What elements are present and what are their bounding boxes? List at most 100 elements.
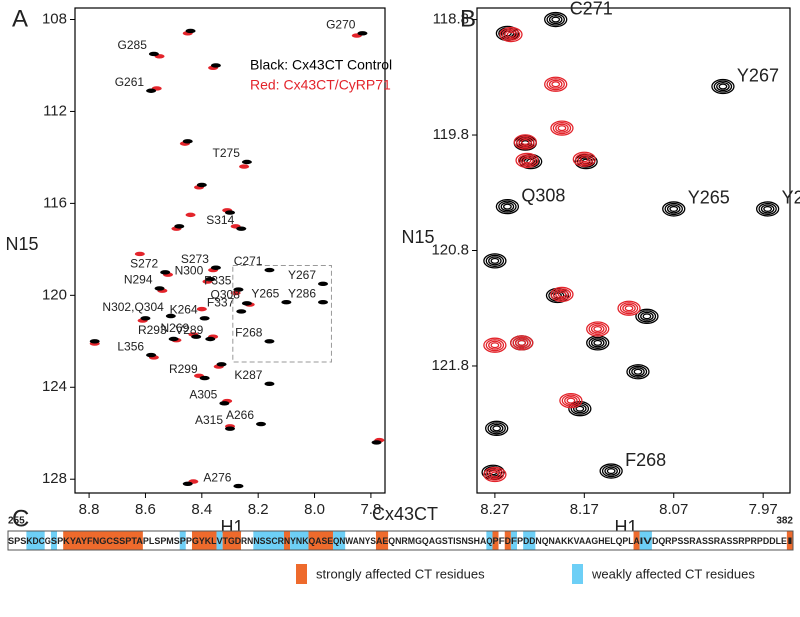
residue-block bbox=[375, 531, 389, 550]
peak-contour bbox=[559, 392, 583, 409]
peak-contour bbox=[593, 325, 603, 333]
peak-contour bbox=[669, 205, 679, 212]
peak-contour bbox=[588, 322, 607, 336]
peak-contour bbox=[483, 466, 507, 483]
peak-contour bbox=[586, 321, 610, 337]
peak bbox=[225, 210, 235, 215]
peak-contour bbox=[575, 153, 594, 166]
peak-contour bbox=[564, 396, 578, 406]
peak-contour bbox=[485, 339, 505, 352]
peak-contour bbox=[501, 28, 521, 41]
sequence-title: Cx43CT bbox=[372, 504, 438, 524]
peak-contour bbox=[488, 340, 502, 350]
peak-contour bbox=[574, 153, 598, 170]
residue-text: WANYS bbox=[345, 536, 376, 546]
peak-contour bbox=[520, 138, 530, 145]
peak-label: Y265 bbox=[251, 286, 279, 300]
residue-text: N bbox=[284, 536, 290, 546]
peak-contour bbox=[514, 338, 529, 348]
peak bbox=[210, 63, 221, 68]
peak bbox=[219, 401, 230, 406]
peak-contour bbox=[504, 29, 518, 40]
residue-block bbox=[26, 531, 45, 550]
peak bbox=[241, 301, 252, 306]
peak-contour bbox=[517, 339, 527, 346]
peak-label: G261 bbox=[115, 75, 145, 89]
residue-text: P bbox=[186, 536, 192, 546]
peak-label: A266 bbox=[226, 408, 254, 422]
residue-block bbox=[185, 531, 192, 550]
legend-label: weakly affected CT residues bbox=[591, 566, 755, 581]
peak bbox=[89, 339, 100, 344]
peak-contour bbox=[570, 402, 590, 415]
peak-contour bbox=[628, 365, 648, 378]
peak bbox=[182, 139, 193, 144]
peak-contour bbox=[579, 156, 589, 163]
peak-contour bbox=[590, 338, 605, 348]
residue-block bbox=[523, 531, 536, 550]
y-tick-label: 119.8 bbox=[433, 126, 469, 143]
peak-contour bbox=[604, 466, 618, 476]
peak bbox=[196, 306, 207, 312]
peak-contour bbox=[557, 125, 567, 132]
peak-contour bbox=[481, 464, 505, 480]
peak-label: F335 bbox=[204, 274, 232, 288]
peak-label: F337 bbox=[207, 296, 235, 310]
peak bbox=[281, 300, 292, 305]
residue-block bbox=[492, 531, 499, 550]
peak-contour bbox=[499, 26, 523, 43]
x-tick-label: 8.07 bbox=[659, 501, 688, 518]
peak bbox=[264, 381, 275, 387]
residue-block bbox=[63, 531, 143, 550]
peak-contour bbox=[485, 468, 505, 481]
panel-a-frame bbox=[74, 7, 386, 494]
peak-label: V289 bbox=[175, 323, 203, 337]
peak bbox=[357, 31, 368, 36]
peak bbox=[154, 286, 165, 291]
peak-contour bbox=[577, 154, 592, 164]
peak-contour bbox=[506, 31, 516, 38]
peak-contour bbox=[485, 254, 505, 268]
legend-entry: Red: Cx43CT/CyRP71 bbox=[250, 77, 391, 93]
peak-contour bbox=[552, 121, 572, 135]
peak-label: N269 bbox=[160, 321, 189, 335]
peak bbox=[165, 313, 176, 319]
residue-block bbox=[786, 531, 793, 550]
peak bbox=[168, 336, 179, 342]
peak bbox=[191, 334, 202, 339]
peak-contour bbox=[490, 257, 500, 264]
peak bbox=[185, 212, 196, 218]
peak-label: Y286 bbox=[288, 286, 316, 300]
peak-contour bbox=[492, 425, 502, 432]
peak-contour bbox=[555, 289, 569, 299]
peak-contour bbox=[711, 78, 735, 95]
residue-text: KDC bbox=[26, 536, 45, 546]
peak-contour bbox=[637, 310, 657, 323]
residue-block bbox=[639, 531, 652, 550]
peak-contour bbox=[483, 253, 507, 269]
residue-block bbox=[498, 531, 505, 550]
peak-contour bbox=[593, 339, 603, 346]
residue-text: P bbox=[180, 536, 186, 546]
peak-contour bbox=[513, 134, 537, 150]
peak-label: Q308 bbox=[521, 185, 565, 205]
peak-label: A305 bbox=[189, 388, 217, 402]
peak-contour bbox=[500, 202, 515, 212]
y-tick-label: 112 bbox=[43, 102, 67, 119]
residue-block bbox=[8, 531, 27, 550]
peak-contour bbox=[624, 305, 634, 312]
peak-label: F268 bbox=[235, 325, 263, 339]
residue-block bbox=[333, 531, 346, 550]
peak-contour bbox=[490, 471, 500, 478]
residue-block bbox=[283, 531, 291, 550]
peak-contour bbox=[551, 16, 561, 23]
y-tick-label: 128 bbox=[42, 470, 67, 487]
y-axis-title: N15 bbox=[401, 227, 434, 247]
peak-contour bbox=[561, 394, 581, 407]
peak bbox=[199, 375, 210, 381]
peak-contour bbox=[517, 154, 537, 167]
residue-text: SPS bbox=[8, 536, 26, 546]
y-tick-label: 116 bbox=[43, 194, 67, 211]
residue-text: AE bbox=[376, 536, 388, 546]
